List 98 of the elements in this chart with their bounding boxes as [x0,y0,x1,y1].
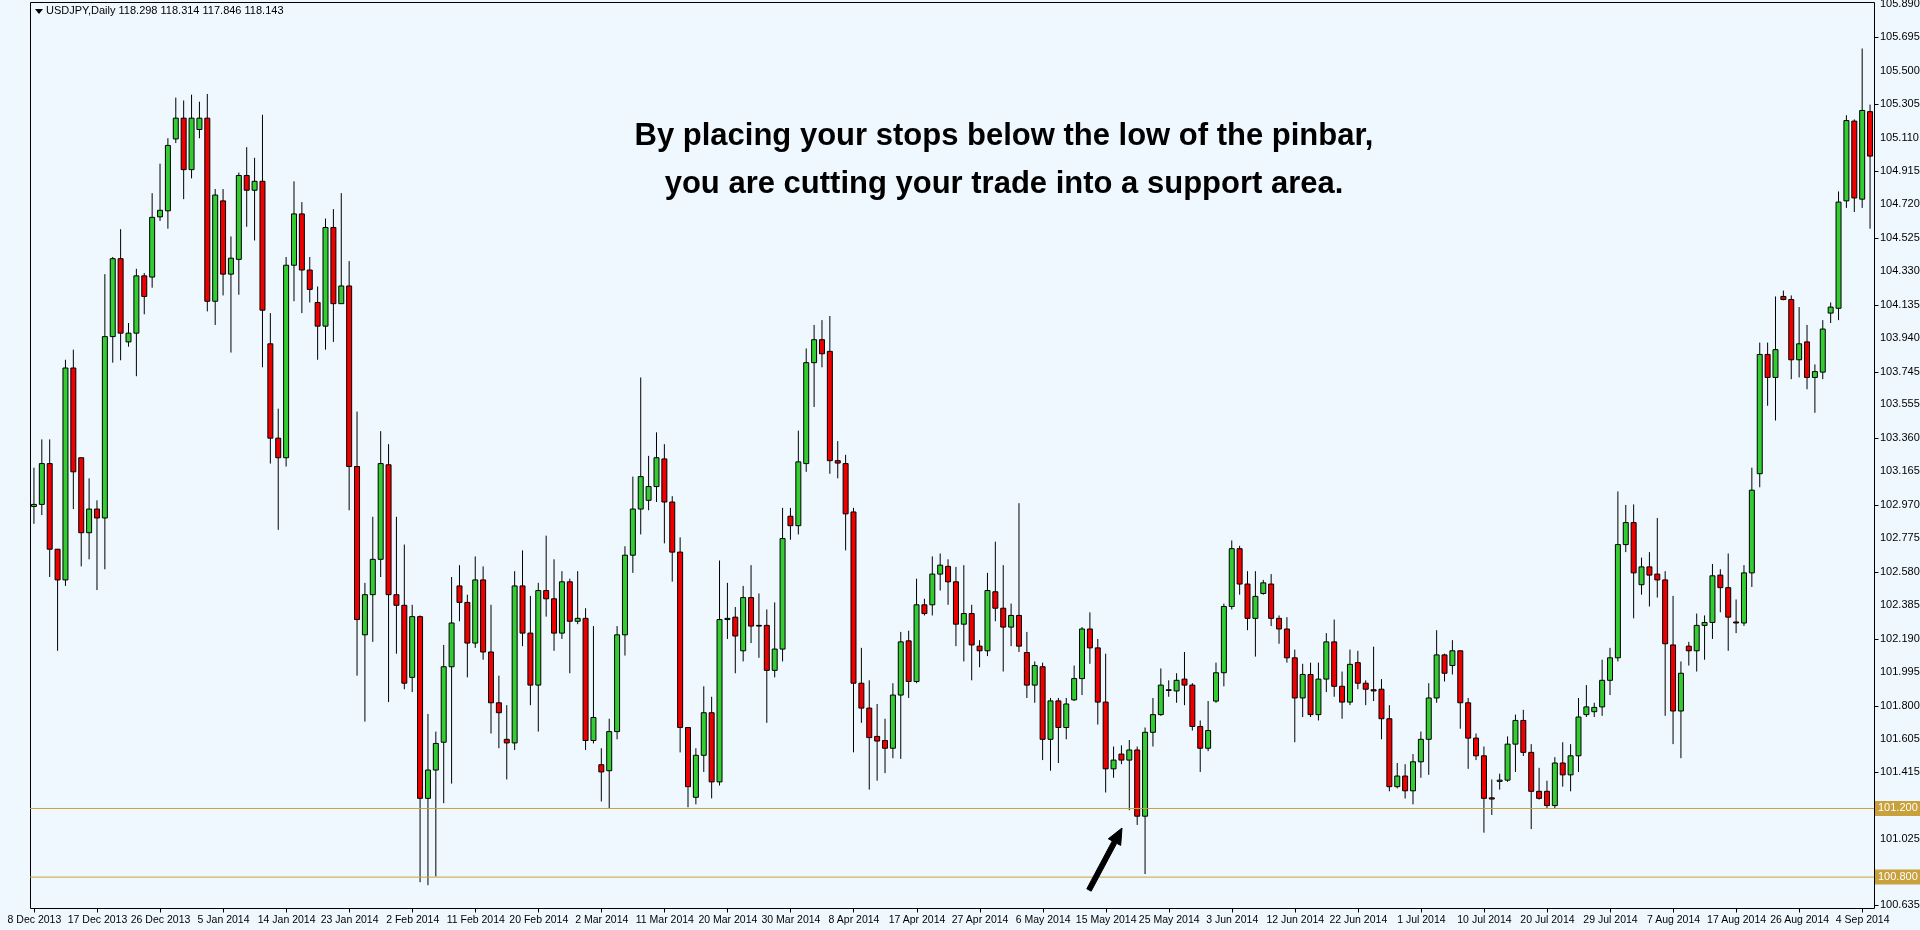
candlestick [1543,780,1550,810]
y-tick-label: 103.165 [1880,464,1920,477]
candlestick [495,675,502,749]
candlestick [1000,564,1007,673]
x-tick-label: 20 Mar 2014 [698,912,758,925]
candlestick [1473,732,1480,761]
y-tick-label: 102.385 [1880,598,1920,611]
x-tick-label: 2 Feb 2014 [386,912,440,925]
y-tick-label: 105.305 [1880,97,1920,110]
y-tick-label: 104.915 [1880,164,1920,177]
x-tick-label: 11 Feb 2014 [446,912,505,925]
y-tick-label: 101.605 [1880,731,1920,744]
candlestick [1339,671,1346,720]
candlestick [1205,700,1212,752]
x-tick-label: 2 Mar 2014 [575,912,629,925]
candlestick [543,535,550,618]
x-tick-label: 25 May 2014 [1138,912,1200,925]
y-tick-label: 105.110 [1880,130,1919,143]
x-tick-label: 22 Jun 2014 [1329,912,1388,925]
y-tick-label: 104.720 [1880,197,1920,210]
y-tick-label: 104.135 [1880,297,1920,310]
candlestick [1796,306,1803,378]
candlestick [1086,611,1093,665]
y-tick-label: 103.360 [1880,430,1920,443]
x-tick-label: 7 Aug 2014 [1646,912,1701,925]
x-tick-label: 10 Jul 2014 [1457,912,1512,925]
candlestick [1685,641,1692,667]
x-tick-label: 5 Jan 2014 [197,912,250,925]
ref-line-label: 100.800 [1878,870,1918,883]
candlestick [86,477,93,560]
candlestick [598,747,605,802]
x-tick-label: 27 Apr 2014 [951,912,1009,925]
ref-line-label: 101.200 [1878,801,1918,814]
y-tick-label: 105.890 [1880,0,1920,9]
candlestick [1402,763,1409,800]
y-tick-label: 105.500 [1880,63,1920,76]
candlestick [811,324,818,408]
candlestick [157,163,164,222]
y-tick-label: 101.025 [1880,831,1920,844]
x-tick-label: 15 May 2014 [1075,912,1137,925]
x-tick-label: 23 Jan 2014 [320,912,379,925]
candlestick [1149,697,1156,748]
y-tick-label: 103.940 [1880,331,1920,344]
y-tick-label: 103.555 [1880,397,1920,410]
candlestick [1607,647,1614,696]
x-tick-label: 6 May 2014 [1015,912,1071,925]
y-tick-label: 101.800 [1880,698,1920,711]
x-tick-label: 20 Jul 2014 [1520,912,1575,925]
x-tick-label: 4 Sep 2014 [1835,912,1890,925]
x-tick-label: 12 Jun 2014 [1266,912,1325,925]
candlestick [227,235,234,354]
candlestick [1008,603,1015,647]
candlestick [172,97,179,144]
candlestick [1354,650,1361,690]
y-tick-label: 102.580 [1880,564,1920,577]
y-tick-label: 102.970 [1880,497,1920,510]
candlestick [818,319,825,368]
y-tick-label: 104.330 [1880,264,1920,277]
y-tick-label: 102.775 [1880,531,1920,544]
x-tick-label: 17 Aug 2014 [1707,912,1767,925]
x-tick-label: 14 Jan 2014 [257,912,316,925]
x-tick-label: 3 Jun 2014 [1206,912,1259,925]
candlestick [755,592,762,659]
candlestick [937,552,944,592]
candlestick [874,703,881,782]
candlestick [945,558,952,606]
y-tick-label: 101.415 [1880,764,1920,777]
y-tick-label: 100.635 [1880,898,1920,911]
x-tick-label: 17 Dec 2013 [67,912,128,925]
y-tick-label: 101.995 [1880,665,1920,678]
y-tick-label: 103.745 [1880,364,1920,377]
y-tick-label: 102.190 [1880,631,1920,644]
x-tick-label: 8 Apr 2014 [828,912,880,925]
x-tick-label: 20 Feb 2014 [509,912,569,925]
candlestick [882,718,889,774]
y-tick-label: 105.695 [1880,30,1920,43]
x-tick-label: 17 Apr 2014 [888,912,946,925]
candlestick [960,564,967,662]
candlestick [1811,363,1818,414]
candlestick [306,256,313,303]
candlestick [1071,665,1078,702]
chart-title: USDJPY,Daily 118.298 118.314 117.846 118.143 [46,4,284,16]
candlestick [1276,614,1283,645]
annotation: you are cutting your trade into a support area. [664,165,1344,200]
candlestick [93,499,100,591]
x-tick-label: 11 Mar 2014 [635,912,695,925]
annotation: By placing your stops below the low of the pinbar, [634,117,1374,152]
candlestick [1536,767,1543,801]
candlestick [1733,598,1740,634]
candlestick [1417,731,1424,779]
x-tick-label: 29 Jul 2014 [1583,912,1638,925]
x-tick-label: 1 Jul 2014 [1397,912,1446,925]
x-tick-label: 26 Dec 2013 [130,912,191,925]
x-tick-label: 30 Mar 2014 [761,912,821,925]
x-tick-label: 26 Aug 2014 [1770,912,1830,925]
candlestick [1488,778,1495,816]
y-tick-label: 104.525 [1880,230,1920,243]
x-tick-label: 8 Dec 2013 [7,912,62,925]
